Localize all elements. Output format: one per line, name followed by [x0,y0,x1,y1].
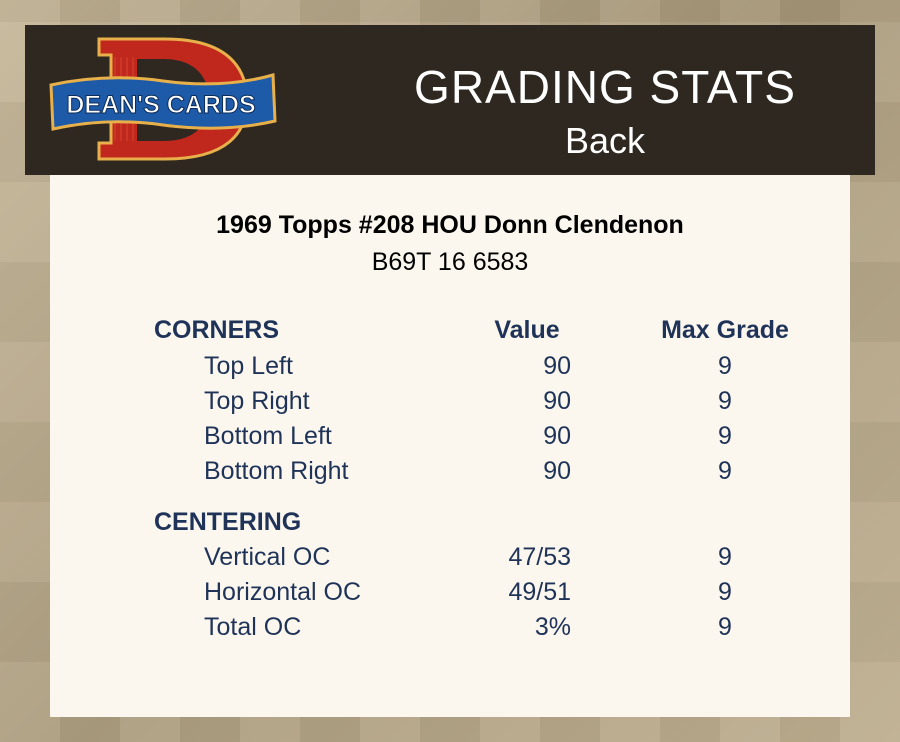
row-label: Top Left [204,352,293,380]
page-title: GRADING STATS [414,61,796,113]
row-value: 3% [534,613,571,641]
column-header-value: Value [494,316,560,344]
row-max-grade: 9 [718,387,732,415]
section-heading-centering: CENTERING [154,508,302,536]
row-value: 49/51 [508,578,571,606]
row-value: 90 [543,387,571,415]
column-header-max-grade: Max Grade [661,316,789,344]
row-label: Top Right [204,387,310,415]
stats-panel: 1969 Topps #208 HOU Donn Clendenon B69T … [50,175,850,717]
logo-text: DEAN'S CARDS [66,91,255,119]
card-title: 1969 Topps #208 HOU Donn Clendenon [216,211,684,239]
row-value: 90 [543,352,571,380]
row-label: Total OC [204,613,302,641]
row-label: Bottom Right [204,457,349,485]
header-banner: DEAN'S CARDS GRADING STATS Back [25,25,875,175]
row-value: 90 [543,457,571,485]
deans-cards-logo: DEAN'S CARDS [49,37,277,161]
section-heading-corners: CORNERS [154,316,280,344]
row-value: 47/53 [508,543,571,571]
row-max-grade: 9 [718,578,732,606]
row-label: Bottom Left [204,422,332,450]
row-max-grade: 9 [718,352,732,380]
row-max-grade: 9 [718,543,732,571]
row-max-grade: 9 [718,422,732,450]
row-label: Horizontal OC [204,578,361,606]
row-max-grade: 9 [718,613,732,641]
row-label: Vertical OC [204,543,331,571]
card-code: B69T 16 6583 [371,248,529,276]
row-value: 90 [543,422,571,450]
row-max-grade: 9 [718,457,732,485]
page-subtitle: Back [564,120,646,161]
